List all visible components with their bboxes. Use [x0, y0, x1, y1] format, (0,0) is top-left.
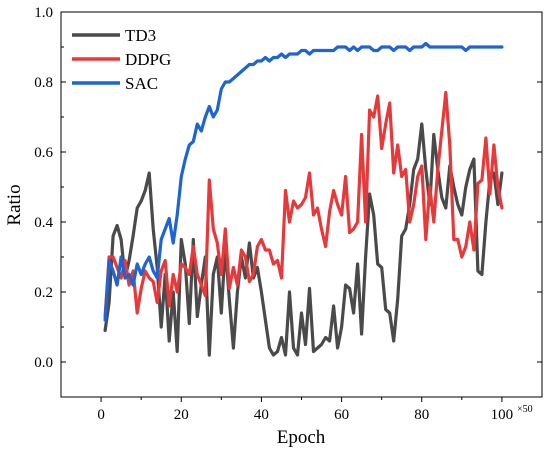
legend: TD3 DDPG SAC	[72, 26, 171, 93]
x-tick-label: 40	[254, 407, 269, 423]
y-tick-label: 0.0	[34, 355, 53, 371]
y-tick-label: 0.2	[34, 285, 53, 301]
x-tick-label: 0	[97, 407, 105, 423]
x-tick-label: 100	[491, 407, 514, 423]
y-tick-label: 0.6	[34, 145, 53, 161]
series-line-sac	[103, 41, 504, 322]
legend-label-ddpg: DDPG	[125, 50, 171, 69]
y-tick-label: 0.4	[34, 215, 53, 231]
y-tick-label: 1.0	[34, 5, 53, 21]
y-axis-label: Ratio	[4, 184, 25, 225]
legend-label-td3: TD3	[125, 26, 156, 45]
series-line-td3	[103, 122, 504, 357]
series-lines	[103, 41, 504, 357]
x-tick-label: 80	[414, 407, 429, 423]
x-axis-ticks: 0 20 40 60 80 100	[97, 397, 513, 423]
x-axis-multiplier-label: ×50	[517, 404, 533, 415]
x-tick-label: 20	[174, 407, 189, 423]
legend-label-sac: SAC	[125, 74, 158, 93]
series-line-ddpg	[103, 90, 504, 319]
y-tick-label: 0.8	[34, 75, 53, 91]
y-axis-ticks: 0.0 0.2 0.4 0.6 0.8 1.0	[34, 5, 542, 371]
x-axis-label: Epoch	[277, 427, 326, 448]
x-tick-label: 60	[334, 407, 349, 423]
